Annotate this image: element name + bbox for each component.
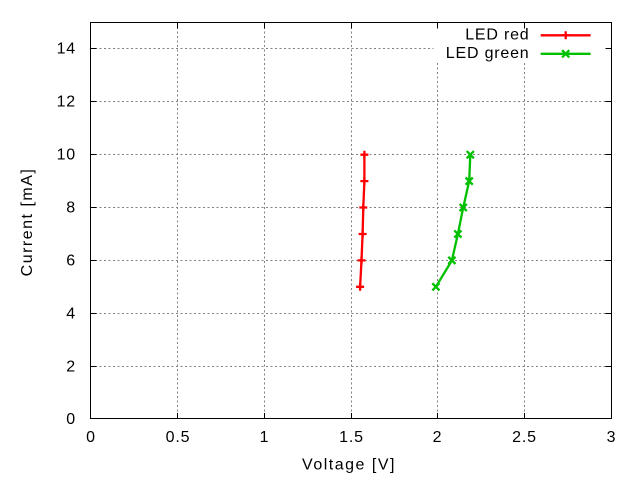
svg-text:2: 2 bbox=[66, 359, 76, 376]
svg-text:2.5: 2.5 bbox=[512, 429, 537, 446]
svg-text:0.5: 0.5 bbox=[166, 429, 191, 446]
svg-text:LED green: LED green bbox=[446, 45, 530, 62]
svg-text:LED red: LED red bbox=[465, 27, 529, 44]
svg-text:6: 6 bbox=[66, 253, 76, 270]
svg-text:1.5: 1.5 bbox=[339, 429, 364, 446]
svg-text:1: 1 bbox=[260, 429, 270, 446]
svg-text:12: 12 bbox=[57, 94, 76, 111]
svg-text:0: 0 bbox=[66, 411, 76, 428]
svg-text:Current [mA]: Current [mA] bbox=[19, 168, 36, 277]
svg-text:8: 8 bbox=[66, 200, 76, 217]
svg-text:Voltage [V]: Voltage [V] bbox=[302, 457, 396, 474]
svg-text:4: 4 bbox=[66, 306, 76, 323]
svg-text:14: 14 bbox=[57, 41, 76, 58]
svg-text:3: 3 bbox=[607, 429, 617, 446]
svg-text:0: 0 bbox=[86, 429, 96, 446]
svg-text:10: 10 bbox=[57, 147, 76, 164]
svg-text:2: 2 bbox=[433, 429, 443, 446]
